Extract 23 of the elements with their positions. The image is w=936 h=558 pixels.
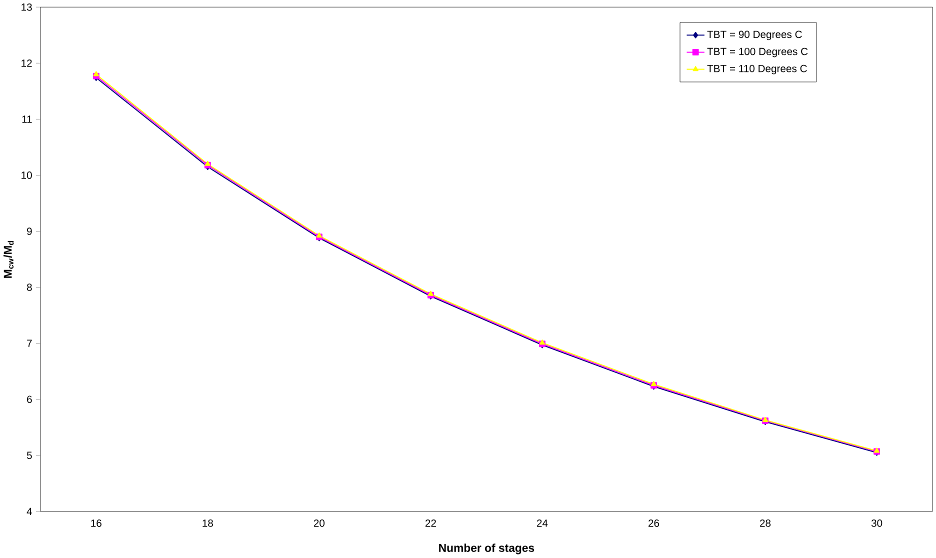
x-tick-label: 26 [648, 520, 660, 527]
y-tick-label: 11 [22, 116, 32, 123]
x-tick-label: 22 [425, 520, 436, 527]
y-tick-label: 12 [22, 60, 32, 67]
y-tick-label: 10 [22, 172, 32, 180]
legend-label: TBT = 90 Degrees C [707, 30, 802, 40]
y-tick-label: 6 [27, 396, 32, 404]
y-tick-label: 13 [22, 4, 32, 11]
legend-label: TBT = 100 Degrees C [707, 48, 808, 58]
x-axis-title: Number of stages [439, 544, 534, 554]
legend-label: TBT = 110 Degrees C [707, 65, 807, 74]
y-axis-title: M$_{cw}$/M$_{d}$ [3, 241, 14, 278]
y-tick-label: 7 [27, 340, 32, 348]
y-tick-label: 8 [26, 284, 32, 292]
x-tick-label: 30 [871, 520, 882, 527]
x-tick-label: 16 [91, 520, 102, 527]
x-tick-label: 28 [760, 520, 771, 527]
y-tick-label: 5 [26, 452, 32, 460]
x-tick-label: 24 [536, 520, 548, 527]
x-tick-label: 20 [314, 520, 325, 527]
x-tick-label: 18 [202, 520, 213, 527]
y-tick-label: 4 [26, 508, 32, 516]
y-tick-label: 9 [27, 228, 32, 236]
